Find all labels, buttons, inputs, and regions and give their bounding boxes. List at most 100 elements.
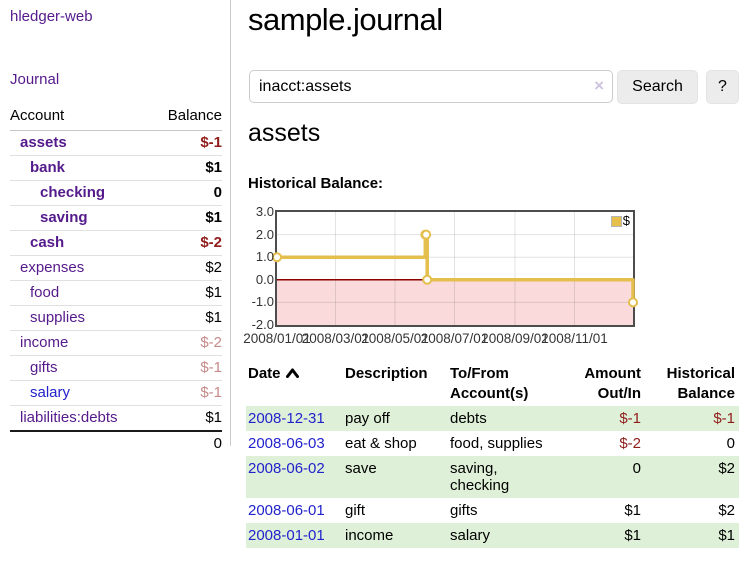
account-link[interactable]: salary [30,384,71,401]
transaction-amount: 0 [632,460,641,477]
transaction-accounts: gifts [450,502,478,519]
x-axis-tick-label: 2008/11/01 [541,331,608,346]
account-balance: $-2 [150,330,222,356]
register-row: 2008-06-03 eat & shop food, supplies $-2 0 [246,431,739,456]
page-title: sample.journal [248,2,443,37]
account-balance: $1 [150,205,222,231]
account-link[interactable]: expenses [20,259,85,276]
account-link[interactable]: supplies [30,309,86,326]
x-axis-tick-label: 2008/09/01 [481,331,549,346]
transaction-amount: $1 [624,502,641,519]
y-axis-tick-label: 0.0 [255,271,274,287]
account-balance: 0 [150,180,222,206]
account-link[interactable]: bank [30,159,66,176]
account-link[interactable]: assets [20,134,67,151]
register-col-amount: Amount Out/In [584,365,641,402]
transaction-accounts: salary [450,527,491,544]
account-row: assets $-1 [10,130,222,156]
account-row: liabilities:debts $1 [10,405,222,432]
legend-label: $ [622,213,630,228]
journal-link[interactable]: Journal [10,71,60,88]
transaction-accounts: debts [450,410,487,427]
accounts-total-balance: 0 [150,430,222,456]
register-row: 2008-06-02 save saving, checking 0 $2 [246,456,739,498]
x-axis-tick-label: 2008/07/01 [420,331,489,346]
help-button[interactable]: ? [706,70,739,104]
register-table: Date Description To/From Account(s) Amount Ou… [246,362,739,548]
transaction-balance: $2 [718,502,735,519]
search-input[interactable] [249,70,613,103]
account-balance: $-1 [150,380,222,406]
account-heading: assets [248,119,321,147]
transaction-description: pay off [345,410,390,427]
account-link[interactable]: food [30,284,60,301]
y-axis-tick-label: 1.0 [255,249,274,265]
register-col-historical: Historical Balance [666,365,735,402]
account-row: food $1 [10,280,222,306]
account-link[interactable]: gifts [30,359,58,376]
transaction-date-link[interactable]: 2008-06-03 [248,435,325,452]
transaction-accounts: food, supplies [450,435,543,452]
transaction-amount: $1 [624,527,641,544]
account-balance: $-1 [150,355,222,381]
register-col-to-from: To/From Account(s) [450,365,529,402]
register-row: 2008-12-31 pay off debts $-1 $-1 [246,406,739,431]
account-row: gifts $-1 [10,355,222,381]
transaction-description: gift [345,502,366,519]
transaction-amount: $-1 [619,410,641,427]
transaction-amount: $-2 [619,435,641,452]
x-axis-tick-label: 2008/01/01 [243,331,311,346]
accounts-table: Account Balance assets $-1 bank $1 checking 0… [10,104,222,456]
accounts-col-balance: Balance [150,104,222,131]
search-bar: × Search ? [248,70,742,104]
account-link[interactable]: income [20,334,69,351]
transaction-date-link[interactable]: 2008-06-01 [248,502,325,519]
account-link[interactable]: checking [40,184,106,201]
account-row: saving $1 [10,205,222,231]
x-axis-tick-label: 2008/05/01 [361,331,429,346]
accounts-header-row: Account Balance [10,104,222,131]
account-link[interactable]: cash [30,234,65,251]
transaction-balance: $-1 [713,410,735,427]
account-link[interactable]: saving [40,209,88,226]
chart-plot-area: $ [272,210,638,327]
transaction-description: save [345,460,377,477]
transaction-balance: $2 [718,460,735,477]
account-balance: $2 [150,255,222,281]
account-balance: $-2 [150,230,222,256]
transaction-balance: $1 [718,527,735,544]
app-brand-link[interactable]: hledger-web [10,8,93,25]
legend-swatch-icon [610,216,622,227]
transaction-date-link[interactable]: 2008-12-31 [248,410,325,427]
y-axis-tick-label: -2.0 [251,317,274,332]
search-box: × [249,70,613,103]
account-balance: $1 [150,155,222,181]
account-row: income $-2 [10,330,222,356]
sort-ascending-icon [285,368,299,378]
transaction-date-link[interactable]: 2008-06-02 [248,460,325,477]
register-row: 2008-06-01 gift gifts $1 $2 [246,498,739,523]
transaction-date-link[interactable]: 2008-01-01 [248,527,325,544]
search-button[interactable]: Search [617,70,698,104]
y-axis-tick-label: 3.0 [255,204,274,219]
y-axis-tick-label: 2.0 [255,226,274,242]
account-row: cash $-2 [10,230,222,256]
register-col-description: Description [345,365,428,382]
register-col-date[interactable]: Date [246,362,345,406]
account-balance: $1 [150,280,222,306]
clear-search-icon[interactable]: × [594,76,604,95]
transaction-accounts: saving, checking [450,460,510,494]
historical-balance-chart: $ 3.0 2.0 1.0 0.0 -1.0 -2.0 2008/01/01 2008/03/… [243,202,666,350]
accounts-total-row: 0 [10,430,222,456]
account-link[interactable]: liabilities:debts [20,409,118,426]
account-row: salary $-1 [10,380,222,406]
transaction-balance: 0 [726,435,735,452]
account-row: bank $1 [10,155,222,181]
account-balance: $1 [150,305,222,331]
account-balance: $-1 [150,130,222,156]
y-axis-tick-label: -1.0 [251,294,274,310]
register-row: 2008-01-01 income salary $1 $1 [246,523,739,548]
register-header-row: Date Description To/From Account(s) Amount Ou… [246,362,739,406]
account-row: checking 0 [10,180,222,206]
x-axis-tick-label: 2008/03/01 [301,331,370,346]
